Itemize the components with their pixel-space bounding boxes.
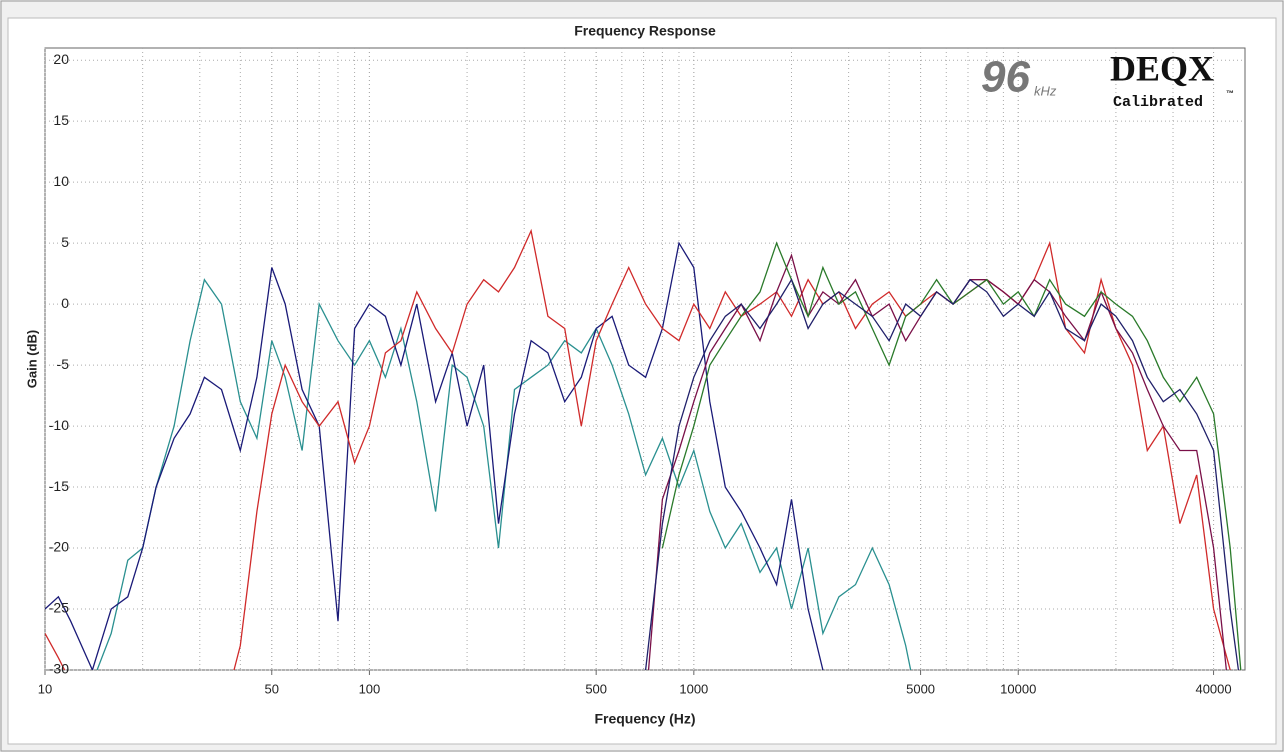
logo: 96 kHz DEQX Calibrated ™	[981, 48, 1234, 111]
logo-unit: kHz	[1034, 83, 1057, 98]
logo-tag: Calibrated	[1113, 94, 1203, 111]
logo-tm: ™	[1226, 89, 1234, 98]
series-line	[644, 278, 1240, 670]
logo-brand: DEQX	[1110, 48, 1214, 88]
y-tick-label: 20	[53, 51, 69, 67]
x-tick-label: 5000	[906, 681, 935, 696]
x-tick-label: 100	[359, 681, 381, 696]
y-tick-label: -15	[49, 478, 69, 494]
series-line	[45, 241, 824, 670]
x-tick-label: 10	[38, 681, 52, 696]
y-tick-label: 0	[61, 295, 69, 311]
y-tick-label: -25	[49, 600, 69, 616]
y-tick-label: 10	[53, 173, 69, 189]
series-line	[96, 278, 912, 670]
x-tick-label: 40000	[1195, 681, 1231, 696]
plot-area	[44, 47, 1246, 671]
y-tick-label: -20	[49, 539, 69, 555]
y-tick-label: -30	[49, 661, 69, 677]
x-axis-label: Frequency (Hz)	[594, 711, 695, 727]
y-tick-label: -5	[57, 356, 70, 372]
series-line	[45, 228, 1231, 670]
y-tick-label: 5	[61, 234, 69, 250]
x-tick-label: 500	[585, 681, 607, 696]
x-tick-label: 50	[265, 681, 279, 696]
logo-rate: 96	[981, 53, 1030, 102]
x-tick-label: 10000	[1000, 681, 1036, 696]
y-tick-label: 15	[53, 112, 69, 128]
y-axis-label: Gain (dB)	[24, 330, 39, 389]
y-tick-label: -10	[49, 417, 69, 433]
chart-title: Frequency Response	[574, 23, 716, 39]
x-tick-label: 1000	[679, 681, 708, 696]
